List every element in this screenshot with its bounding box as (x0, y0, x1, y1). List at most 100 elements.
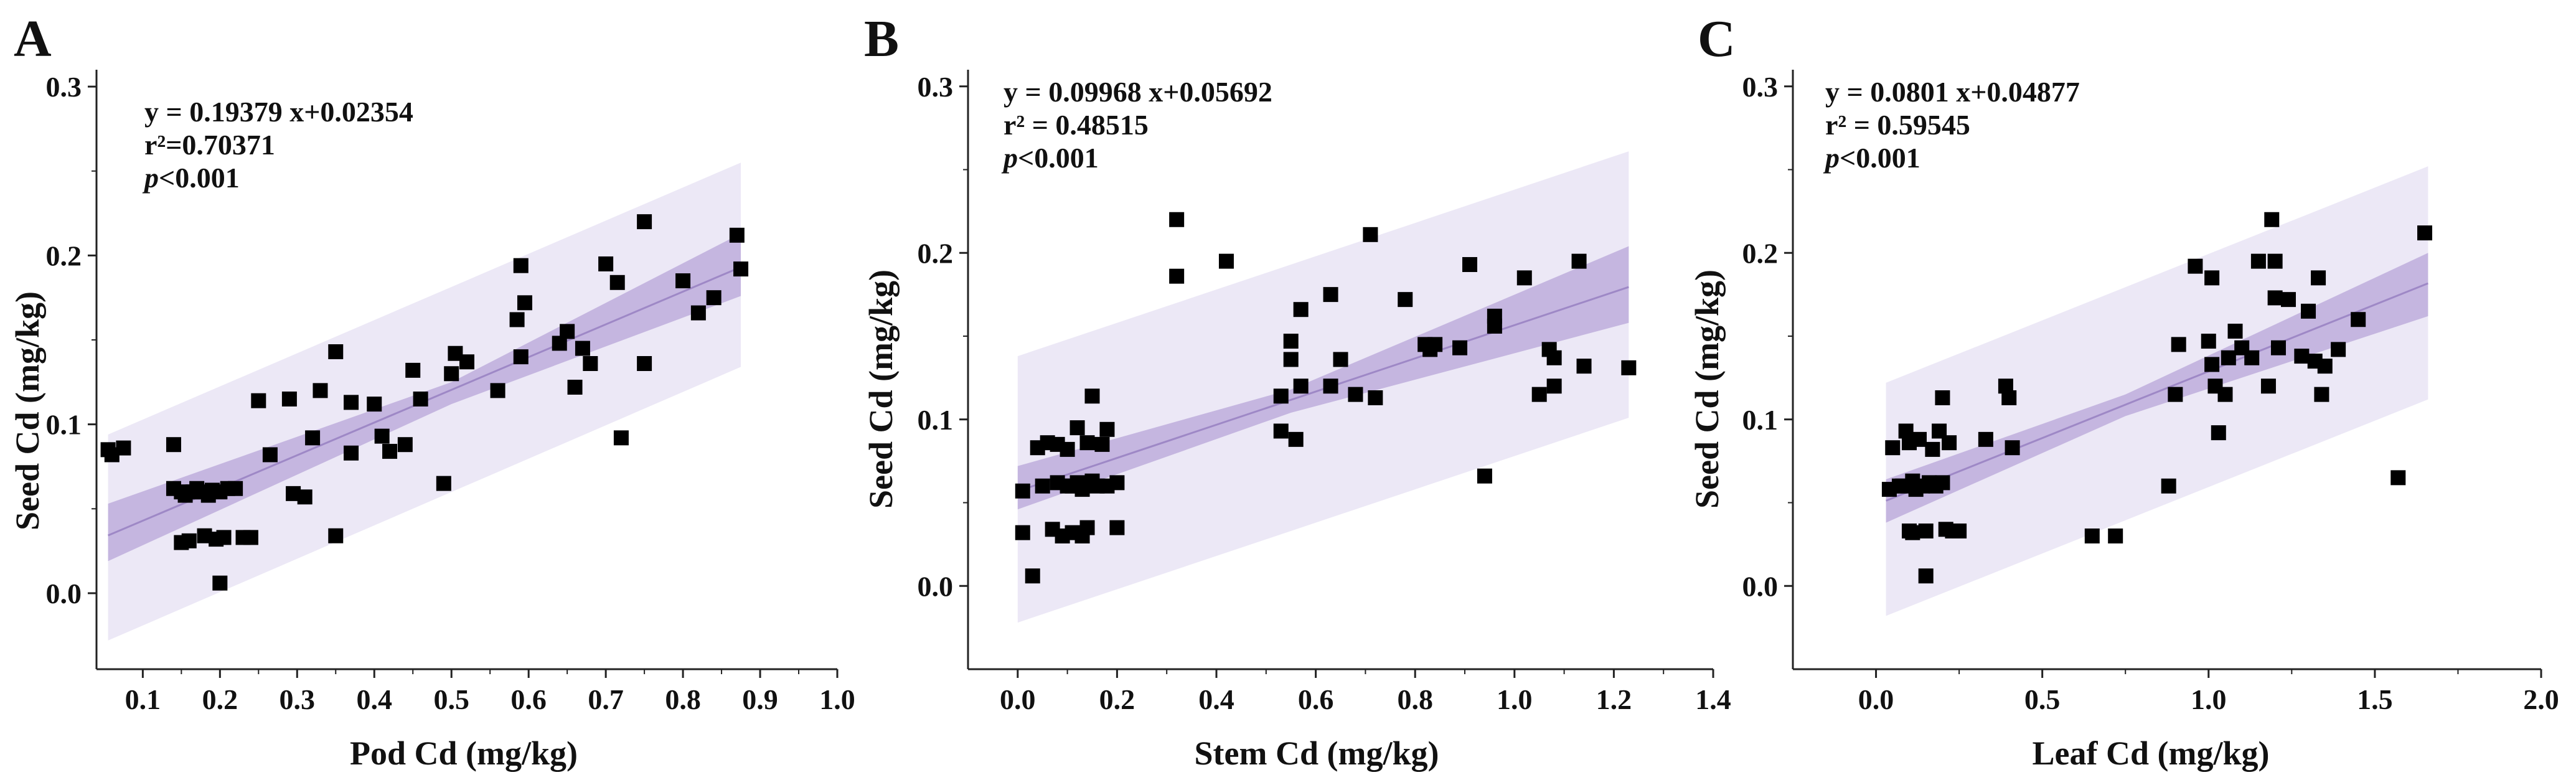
panel-a-x-tick-label: 0.9 (742, 684, 778, 715)
panel-b-data-point (1273, 423, 1289, 439)
panel-a-data-point (637, 356, 652, 372)
panel-a-data-point (598, 256, 614, 271)
panel-c-letter: C (1698, 10, 1736, 68)
panel-b-data-point (1025, 568, 1040, 584)
panel-a-letter: A (14, 10, 52, 68)
panel-c-y-tick-label: 0.3 (1742, 71, 1779, 103)
panel-b-data-point (1621, 360, 1637, 375)
panel-a-data-point (228, 481, 243, 496)
panel-b-data-point (1015, 525, 1030, 540)
panel-c-data-point (2250, 253, 2266, 269)
panel-b-data-point (1035, 478, 1050, 494)
panel-c-data-point (2264, 212, 2280, 227)
panel-c-chart: 0.0 0.5 1.0 1.5 2.0 0.0 0.1 0.2 0.3 C y = 0.0801… (1688, 10, 2559, 772)
panel-c-x-tick-label: 0.5 (2024, 684, 2061, 715)
panel-c-data-point (2171, 337, 2186, 352)
panel-c-data-point (2204, 357, 2220, 372)
panel-c-data-point (2301, 303, 2316, 319)
panel-b-x-tick-label: 0.8 (1397, 684, 1433, 715)
panel-a-r2: r²=0.70371 (144, 129, 275, 161)
panel-a-data-point (729, 227, 745, 243)
panel-b-data-point (1169, 268, 1185, 284)
panel-c-data-point (2417, 225, 2433, 241)
panel-b-data-point (1323, 287, 1338, 303)
panel-b-data-point (1273, 388, 1289, 404)
panel-a-data-point (367, 397, 382, 412)
panel-a-data-point (675, 273, 691, 289)
panel-c-data-point (2294, 349, 2310, 364)
panel-c-y-tick-label: 0.0 (1742, 570, 1779, 602)
panel-c-data-point (1942, 435, 1957, 451)
panel-a-data-point (382, 444, 398, 459)
panel-b-data-point (1427, 337, 1443, 352)
panel-a-x-tick-label: 0.8 (665, 684, 701, 715)
panel-a-data-point (405, 362, 421, 378)
panel-b-data-point (1477, 468, 1492, 484)
panel-b-data-point (1368, 390, 1383, 405)
panel-a-data-point (374, 428, 390, 444)
panel-b-x-tick-label: 1.4 (1695, 684, 1731, 715)
panel-b-data-point (1571, 253, 1587, 269)
panel-b-equation: y = 0.09968 x+0.05692 (1004, 76, 1272, 108)
panel-c-data-point (2280, 292, 2296, 308)
panel-c-data-point (2001, 390, 2017, 405)
panel-c-data-point (1935, 475, 1950, 491)
panel-c-x-tick-label: 2.0 (2523, 684, 2559, 715)
panel-a-pvalue: p<0.001 (142, 162, 240, 194)
panel-b-data-point (1348, 387, 1363, 402)
panel-c-data-point (1918, 568, 1934, 584)
panel-b-data-point (1218, 253, 1234, 269)
panel-b-data-point (1288, 431, 1304, 447)
panel-c-data-point (2311, 270, 2326, 286)
panel-b-data-point (1398, 292, 1413, 308)
panel-a-data-point (733, 261, 749, 277)
panel-a-data-point (413, 391, 428, 406)
panel-c-data-point (1935, 390, 1950, 405)
panel-c-plot-layer: 0.0 0.5 1.0 1.5 2.0 0.0 0.1 0.2 0.3 (1742, 70, 2559, 715)
panel-a-data-point (517, 295, 532, 311)
panel-c-r2: r² = 0.59545 (1825, 109, 1970, 141)
panel-a-data-point (262, 447, 278, 463)
panel-c-data-point (2108, 529, 2123, 543)
panel-b-letter: B (864, 10, 899, 68)
panel-c-data-point (2244, 350, 2260, 365)
panel-a-chart: 0.1 0.2 0.3 0.4 0.5 0.6 0.7 0.8 0.9 1.0 0.0 0.1 0.2 0… (9, 10, 855, 772)
panel-a-equation: y = 0.19379 x+0.02354 (144, 96, 413, 128)
panel-a-x-tick-label: 0.4 (357, 684, 393, 715)
panel-b-y-tick-label: 0.0 (918, 570, 954, 602)
panel-a-data-point (243, 530, 258, 545)
panel-a-data-point (583, 356, 598, 372)
panel-a-data-point (609, 275, 625, 290)
panel-a-data-point (513, 258, 529, 273)
panel-c-data-point (2270, 340, 2286, 355)
panel-b-pvalue: p<0.001 (1001, 142, 1099, 174)
panel-a-x-tick-label: 0.1 (125, 684, 161, 715)
panel-b-plot-layer: 0.0 0.2 0.4 0.6 0.8 1.0 1.2 1.4 0.0 0.1 0.2 0.3 (918, 70, 1731, 715)
panel-b-data-point (1099, 421, 1115, 437)
panel-c-data-point (2168, 387, 2183, 402)
panel-b-data-point (1060, 441, 1075, 457)
panel-c-data-point (1912, 431, 1927, 447)
panel-b-data-point (1546, 350, 1562, 365)
panel-a-data-point (509, 312, 525, 327)
panel-a-y-tick-label: 0.2 (46, 240, 82, 271)
panel-a-data-point (637, 214, 652, 230)
panel-c-y-axis-title: Seed Cd (mg/kg) (1688, 270, 1726, 509)
panel-b-data-point (1516, 270, 1532, 286)
panel-c-data-point (2084, 529, 2100, 543)
panel-c-data-point (2260, 378, 2276, 394)
panel-b-data-point (1576, 359, 1592, 374)
panel-b-data-point (1109, 520, 1125, 535)
panel-a-y-axis-title: Seed Cd (mg/kg) (9, 291, 46, 530)
panel-c-data-point (1905, 525, 1920, 540)
panel-c-y-tick-label: 0.1 (1742, 404, 1779, 436)
panel-a-x-axis-title: Pod Cd (mg/kg) (350, 735, 578, 772)
panel-b-x-tick-label: 0.4 (1198, 684, 1234, 715)
panel-b-data-point (1293, 302, 1309, 317)
panel-a-x-tick-label: 0.3 (280, 684, 316, 715)
panel-b-x-tick-label: 0.6 (1298, 684, 1334, 715)
panel-b-data-point (1283, 352, 1299, 367)
panel-c-data-point (2005, 440, 2020, 456)
panel-c-x-tick-label: 1.0 (2191, 684, 2227, 715)
panel-c-data-point (2351, 312, 2366, 327)
